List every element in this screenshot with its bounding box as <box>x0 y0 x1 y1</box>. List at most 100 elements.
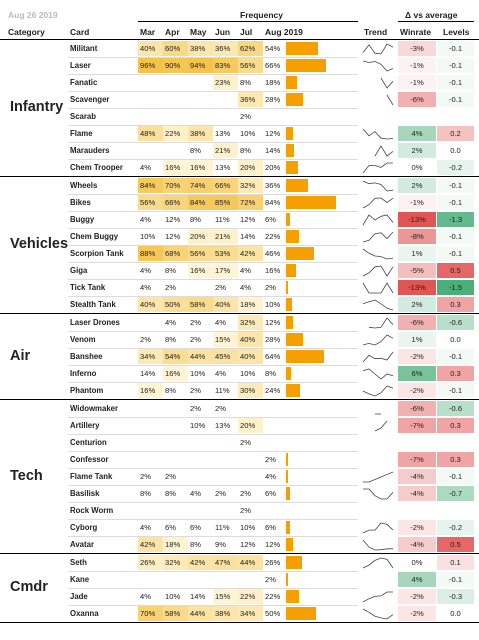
freq-cell: 70% <box>163 178 188 193</box>
aug-bar <box>286 538 294 551</box>
freq-cell: 14% <box>190 592 206 601</box>
aug-value: 64% <box>265 352 281 361</box>
levels-cell: -1.5 <box>437 280 474 295</box>
header-separator <box>0 39 479 40</box>
winrate-cell <box>398 109 436 124</box>
freq-cell <box>163 503 188 518</box>
levels-cell: 0.1 <box>437 555 474 570</box>
trend-sparkline <box>374 145 394 157</box>
freq-cell: 2% <box>190 335 201 344</box>
freq-cell: 4% <box>165 318 176 327</box>
card-name: Fanatic <box>70 78 98 87</box>
freq-cell: 66% <box>163 195 188 210</box>
levels-cell <box>437 435 474 450</box>
trend-sparkline <box>375 413 381 415</box>
freq-cell: 4% <box>140 266 151 275</box>
freq-cell: 32% <box>238 315 263 330</box>
freq-cell <box>138 572 163 587</box>
freq-cell: 90% <box>163 58 188 73</box>
levels-cell: -1.3 <box>437 212 474 227</box>
freq-cell: 2% <box>240 489 251 498</box>
freq-cell: 56% <box>138 195 163 210</box>
card-name: Confessor <box>70 455 109 464</box>
freq-cell: 16% <box>188 263 213 278</box>
aug-bar <box>286 316 294 329</box>
category-label: Tech <box>10 467 43 484</box>
winrate-cell: 0% <box>411 163 423 172</box>
levels-cell: -0.1 <box>437 58 474 73</box>
levels-cell <box>437 503 474 518</box>
freq-cell: 44% <box>188 349 213 364</box>
aug-value: 20% <box>265 163 281 172</box>
trend-sparkline <box>362 162 393 174</box>
freq-cell: 4% <box>140 215 151 224</box>
aug-value: 50% <box>265 609 281 618</box>
trend-sparkline <box>362 522 394 534</box>
aug-value: 24% <box>265 386 281 395</box>
row-divider <box>68 365 358 366</box>
row-divider <box>68 194 358 195</box>
winrate-cell: -1% <box>398 58 436 73</box>
freq-cell: 12% <box>240 215 256 224</box>
freq-cell <box>213 435 238 450</box>
freq-cell: 13% <box>215 163 231 172</box>
freq-cell: 44% <box>238 555 263 570</box>
freq-cell: 94% <box>188 58 213 73</box>
levels-cell: -0.1 <box>437 246 474 261</box>
freq-cell: 47% <box>213 555 238 570</box>
winrate-cell: -13% <box>398 280 436 295</box>
row-divider <box>68 536 358 537</box>
row-divider <box>68 125 358 126</box>
winrate-cell: 1% <box>398 246 436 261</box>
row-divider <box>68 417 358 418</box>
freq-cell: 40% <box>213 297 238 312</box>
card-name: Banshee <box>70 352 103 361</box>
freq-cell <box>213 109 238 124</box>
freq-cell: 8% <box>190 540 201 549</box>
card-name: Laser Drones <box>70 318 120 327</box>
trend-sparkline <box>362 248 394 260</box>
row-divider <box>68 605 358 606</box>
aug-bar <box>286 453 288 466</box>
freq-cell <box>138 75 163 90</box>
freq-cell <box>138 143 163 158</box>
freq-cell <box>163 401 188 416</box>
month-header-2: Apr <box>165 27 180 37</box>
winrate-cell: -4% <box>398 469 436 484</box>
aug-bar <box>286 213 290 226</box>
freq-cell: 40% <box>138 41 163 56</box>
winrate-cell: -2% <box>398 520 436 535</box>
winrate-cell: 4% <box>398 126 436 141</box>
aug-value: 10% <box>265 300 281 309</box>
aug-bar <box>286 281 288 294</box>
freq-cell: 21% <box>213 229 238 244</box>
freq-cell <box>138 503 163 518</box>
freq-cell <box>138 435 163 450</box>
category-separator <box>0 553 479 554</box>
card-name: Artillery <box>70 421 100 430</box>
levels-cell <box>437 109 474 124</box>
trend-sparkline <box>362 180 394 192</box>
aug-bar <box>286 607 316 620</box>
card-name: Jade <box>70 592 88 601</box>
row-divider <box>68 348 358 349</box>
trend-header: Trend <box>364 27 388 37</box>
row-divider <box>68 468 358 469</box>
freq-cell: 10% <box>165 592 181 601</box>
freq-cell: 40% <box>138 297 163 312</box>
aug-value: 54% <box>265 44 281 53</box>
row-divider <box>68 228 358 229</box>
freq-cell: 14% <box>240 232 256 241</box>
freq-cell: 42% <box>238 246 263 261</box>
aug-bar <box>286 144 295 157</box>
row-divider <box>68 211 358 212</box>
aug-bar <box>286 333 303 346</box>
freq-cell: 2% <box>240 438 251 447</box>
aug-value: 4% <box>265 472 276 481</box>
freq-cell <box>163 75 188 90</box>
freq-cell <box>163 92 188 107</box>
freq-cell <box>188 503 213 518</box>
row-divider <box>68 279 358 280</box>
aug-value: 12% <box>265 129 281 138</box>
aug-bar <box>286 384 301 397</box>
